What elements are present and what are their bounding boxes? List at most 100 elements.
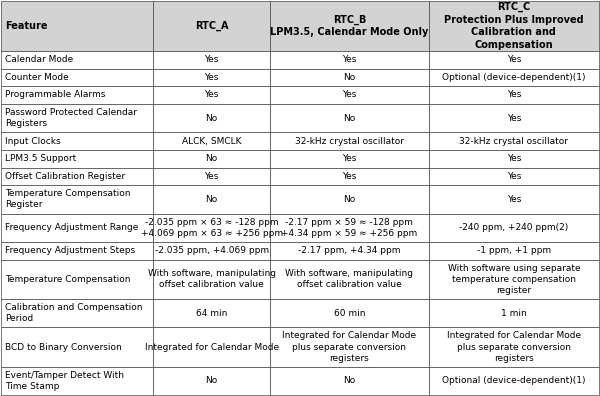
Text: Integrated for Calendar Mode: Integrated for Calendar Mode: [145, 343, 279, 352]
Text: Integrated for Calendar Mode
plus separate conversion
registers: Integrated for Calendar Mode plus separa…: [283, 331, 416, 363]
Text: BCD to Binary Conversion: BCD to Binary Conversion: [5, 343, 122, 352]
Bar: [270, 150, 428, 168]
Bar: [428, 242, 599, 260]
Text: LPM3.5 Support: LPM3.5 Support: [5, 154, 76, 163]
Bar: [270, 213, 428, 242]
Bar: [1, 299, 154, 327]
Bar: [1, 260, 154, 299]
Text: No: No: [206, 195, 218, 204]
Bar: [270, 69, 428, 86]
Bar: [1, 185, 154, 213]
Text: With software using separate
temperature compensation
register: With software using separate temperature…: [448, 264, 580, 295]
Bar: [270, 168, 428, 185]
Bar: [428, 168, 599, 185]
Text: -240 ppm, +240 ppm(2): -240 ppm, +240 ppm(2): [460, 223, 569, 232]
Text: No: No: [343, 377, 355, 385]
Text: RTC_C
Protection Plus Improved
Calibration and
Compensation: RTC_C Protection Plus Improved Calibrati…: [444, 2, 584, 49]
Bar: [428, 132, 599, 150]
Bar: [154, 168, 270, 185]
Text: Yes: Yes: [205, 91, 219, 99]
Text: Yes: Yes: [205, 55, 219, 64]
Bar: [1, 150, 154, 168]
Text: Yes: Yes: [507, 114, 521, 122]
Bar: [428, 104, 599, 132]
Bar: [154, 104, 270, 132]
Text: Input Clocks: Input Clocks: [5, 137, 61, 146]
Bar: [154, 367, 270, 395]
Text: Calibration and Compensation
Period: Calibration and Compensation Period: [5, 303, 142, 323]
Text: Yes: Yes: [342, 172, 356, 181]
Bar: [428, 185, 599, 213]
Text: Programmable Alarms: Programmable Alarms: [5, 91, 105, 99]
Text: Yes: Yes: [507, 172, 521, 181]
Bar: [1, 132, 154, 150]
Text: No: No: [343, 195, 355, 204]
Text: 60 min: 60 min: [334, 309, 365, 318]
Bar: [1, 86, 154, 104]
Text: Frequency Adjustment Steps: Frequency Adjustment Steps: [5, 246, 135, 255]
Text: 32-kHz crystal oscillator: 32-kHz crystal oscillator: [460, 137, 568, 146]
Bar: [428, 299, 599, 327]
Text: Optional (device-dependent)(1): Optional (device-dependent)(1): [442, 377, 586, 385]
Text: -2.035 ppm, +4.069 ppm: -2.035 ppm, +4.069 ppm: [155, 246, 269, 255]
Bar: [270, 1, 428, 51]
Text: Frequency Adjustment Range: Frequency Adjustment Range: [5, 223, 138, 232]
Text: Yes: Yes: [342, 55, 356, 64]
Bar: [154, 299, 270, 327]
Text: Counter Mode: Counter Mode: [5, 73, 68, 82]
Text: -2.17 ppm, +4.34 ppm: -2.17 ppm, +4.34 ppm: [298, 246, 401, 255]
Text: Integrated for Calendar Mode
plus separate conversion
registers: Integrated for Calendar Mode plus separa…: [447, 331, 581, 363]
Bar: [428, 367, 599, 395]
Text: Yes: Yes: [507, 55, 521, 64]
Text: Yes: Yes: [507, 195, 521, 204]
Text: No: No: [343, 73, 355, 82]
Text: 64 min: 64 min: [196, 309, 227, 318]
Text: -2.17 ppm × 59 ≈ -128 ppm
+4.34 ppm × 59 ≈ +256 ppm: -2.17 ppm × 59 ≈ -128 ppm +4.34 ppm × 59…: [281, 218, 418, 238]
Text: Password Protected Calendar
Registers: Password Protected Calendar Registers: [5, 108, 137, 128]
Text: 32-kHz crystal oscillator: 32-kHz crystal oscillator: [295, 137, 404, 146]
Bar: [270, 367, 428, 395]
Bar: [1, 51, 154, 69]
Text: Yes: Yes: [507, 91, 521, 99]
Bar: [1, 213, 154, 242]
Bar: [428, 69, 599, 86]
Text: With software, manipulating
offset calibration value: With software, manipulating offset calib…: [148, 269, 276, 289]
Bar: [428, 86, 599, 104]
Bar: [154, 69, 270, 86]
Bar: [270, 242, 428, 260]
Bar: [270, 327, 428, 367]
Text: Calendar Mode: Calendar Mode: [5, 55, 73, 64]
Text: -2.035 ppm × 63 ≈ -128 ppm
+4.069 ppm × 63 ≈ +256 ppm: -2.035 ppm × 63 ≈ -128 ppm +4.069 ppm × …: [140, 218, 283, 238]
Text: RTC_B
LPM3.5, Calendar Mode Only: RTC_B LPM3.5, Calendar Mode Only: [270, 15, 428, 37]
Bar: [154, 213, 270, 242]
Bar: [428, 150, 599, 168]
Bar: [1, 69, 154, 86]
Bar: [1, 327, 154, 367]
Text: No: No: [206, 114, 218, 122]
Bar: [428, 1, 599, 51]
Bar: [270, 104, 428, 132]
Text: Yes: Yes: [205, 172, 219, 181]
Bar: [154, 86, 270, 104]
Text: Yes: Yes: [342, 91, 356, 99]
Text: With software, manipulating
offset calibration value: With software, manipulating offset calib…: [286, 269, 413, 289]
Bar: [154, 327, 270, 367]
Bar: [1, 104, 154, 132]
Bar: [1, 1, 154, 51]
Text: Yes: Yes: [507, 154, 521, 163]
Text: Yes: Yes: [342, 154, 356, 163]
Text: No: No: [343, 114, 355, 122]
Text: Yes: Yes: [205, 73, 219, 82]
Bar: [428, 213, 599, 242]
Bar: [270, 299, 428, 327]
Bar: [1, 168, 154, 185]
Bar: [154, 242, 270, 260]
Text: ALCK, SMCLK: ALCK, SMCLK: [182, 137, 241, 146]
Bar: [428, 260, 599, 299]
Bar: [154, 51, 270, 69]
Text: RTC_A: RTC_A: [195, 21, 229, 31]
Bar: [270, 86, 428, 104]
Bar: [428, 327, 599, 367]
Bar: [154, 1, 270, 51]
Bar: [428, 51, 599, 69]
